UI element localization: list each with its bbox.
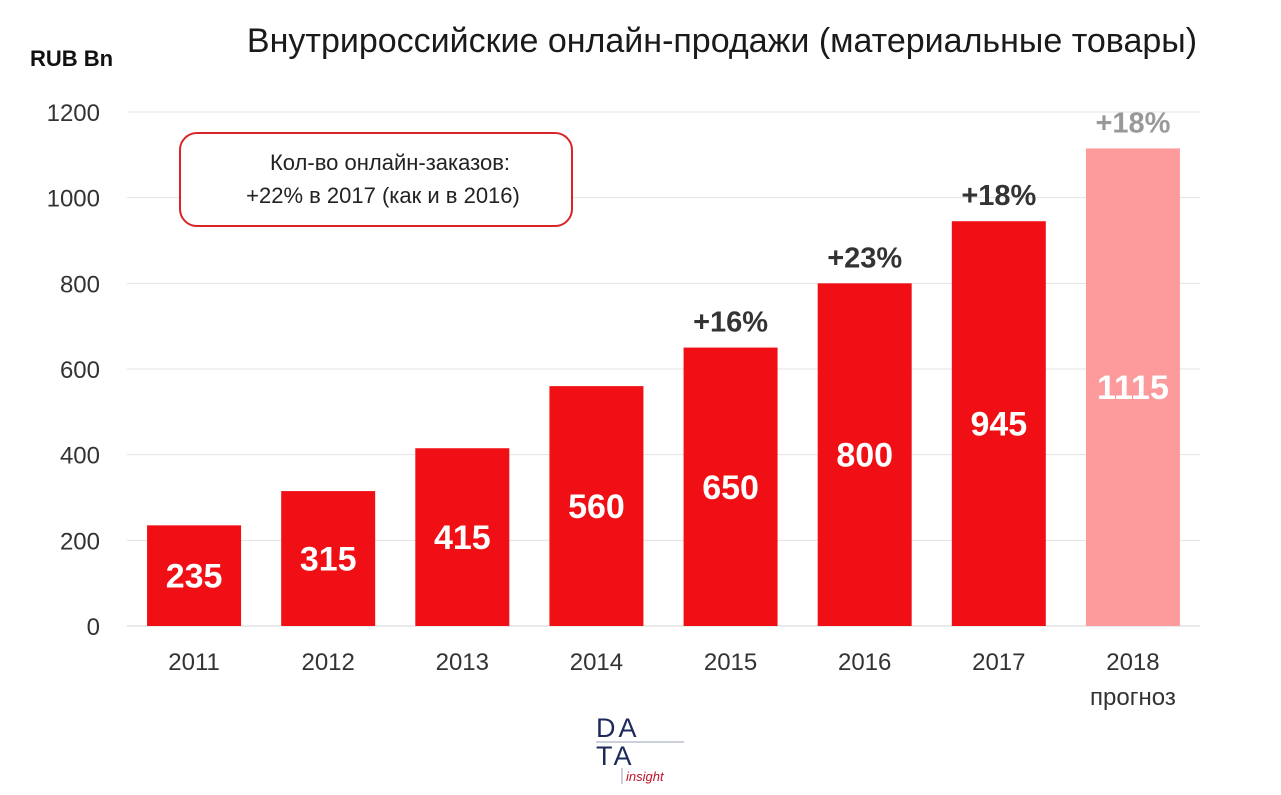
bar-value-label: 235: [166, 558, 223, 596]
y-tick-label: 1000: [47, 186, 100, 213]
bar-2013: [415, 448, 510, 626]
growth-label: +16%: [693, 307, 768, 339]
bar-value-label: 800: [836, 437, 893, 475]
y-tick-label: 600: [60, 357, 100, 384]
y-axis-ticks: 0 200 400 600 800 1000 1200: [47, 100, 100, 641]
logo-tag: insight: [626, 769, 665, 784]
chart-title: Внутрироссийские онлайн-продажи (материа…: [247, 22, 1197, 60]
y-tick-label: 200: [60, 528, 100, 555]
growth-label: +18%: [1095, 107, 1170, 139]
bar-value-label: 945: [970, 406, 1027, 444]
annotation-line-2: +22% в 2017 (как и в 2016): [246, 183, 520, 208]
x-tick-label: 2015: [704, 649, 757, 676]
bar-2016: [817, 283, 912, 626]
bar-2018: [1085, 148, 1180, 627]
x-tick-sublabel: прогноз: [1090, 684, 1176, 711]
data-insight-logo: DA TA insight: [596, 713, 684, 784]
x-tick-label: 2012: [301, 649, 354, 676]
x-tick-label: 2011: [168, 649, 220, 676]
logo-row-2: TA: [596, 741, 635, 771]
annotation-line-1: Кол-во онлайн-заказов:: [270, 150, 510, 175]
x-tick-label: 2013: [436, 649, 489, 676]
bar-2012: [281, 491, 376, 626]
logo-row-1: DA: [596, 713, 640, 743]
bar-value-label: 415: [434, 519, 491, 557]
bar-value-label: 560: [568, 488, 625, 526]
bar-2014: [549, 386, 644, 626]
x-tick-label: 2016: [838, 649, 891, 676]
growth-labels: +16% +23% +18% +18%: [693, 107, 1171, 338]
annotation-box: Кол-во онлайн-заказов: +22% в 2017 (как …: [179, 132, 573, 227]
y-tick-label: 800: [60, 271, 100, 298]
bar-2011: [147, 525, 242, 626]
x-axis-ticks: 2011 2012 2013 2014 2015 2016 2017 2018 прогноз: [168, 649, 1176, 711]
y-tick-label: 1200: [47, 100, 100, 127]
bar-2017: [951, 221, 1046, 626]
y-tick-label: 400: [60, 443, 100, 470]
growth-label: +23%: [827, 242, 902, 274]
x-tick-label: 2018: [1106, 649, 1159, 676]
y-axis-unit-label: RUB Bn: [30, 46, 113, 71]
bar-value-label: 315: [300, 541, 357, 579]
bars: [147, 148, 1180, 627]
x-tick-label: 2017: [972, 649, 1025, 676]
growth-label: +18%: [961, 180, 1036, 212]
bar-value-label: 650: [702, 469, 759, 507]
annotation-border: [179, 132, 573, 227]
bar-value-labels: 235 315 415 560 650 800 945 1115: [166, 369, 1169, 595]
y-tick-label: 0: [87, 614, 100, 641]
x-tick-label: 2014: [570, 649, 623, 676]
bar-2015: [683, 347, 778, 626]
bar-value-label: 1115: [1097, 369, 1169, 407]
